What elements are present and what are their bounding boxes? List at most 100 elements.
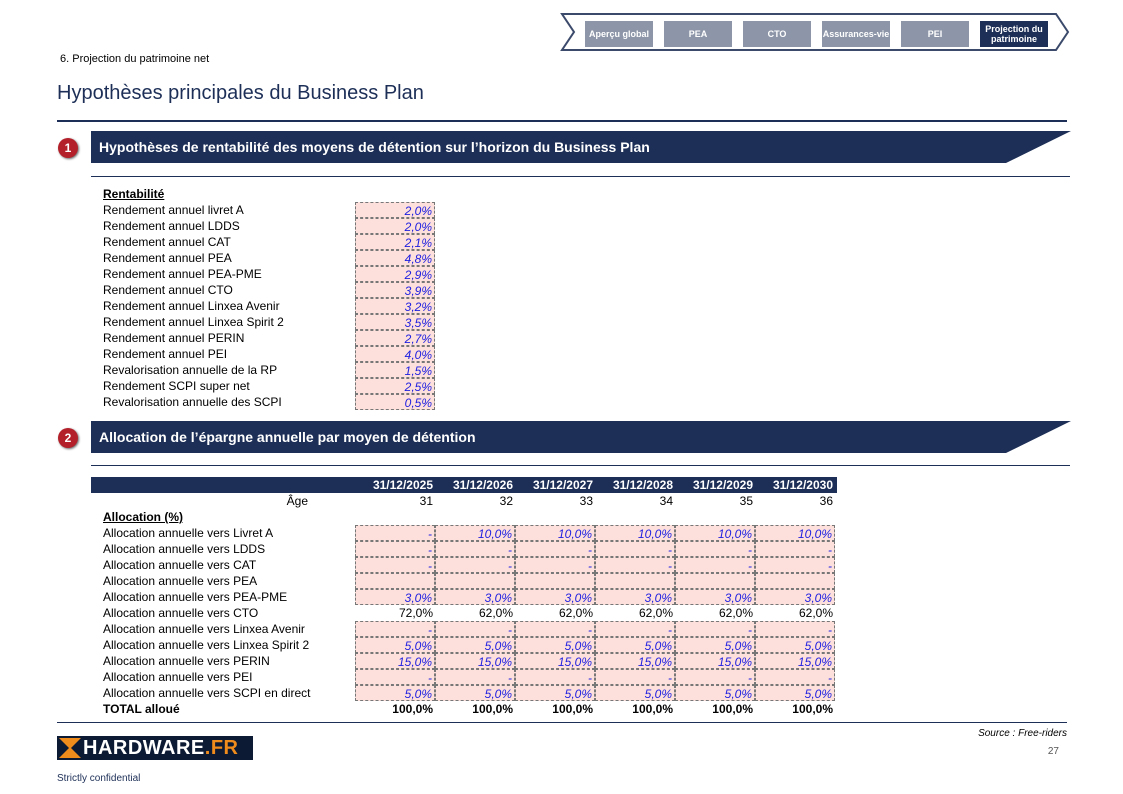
allocation-input[interactable]: -: [755, 541, 835, 557]
nav-tab[interactable]: PEI: [901, 21, 969, 47]
total-value: 100,0%: [792, 702, 833, 716]
column-date: 31/12/2025: [372, 478, 433, 492]
rentabilite-value-input[interactable]: 2,0%: [355, 202, 435, 218]
allocation-input[interactable]: 5,0%: [435, 637, 515, 653]
allocation-row-label: Allocation annuelle vers Linxea Spirit 2: [103, 638, 310, 652]
allocation-input[interactable]: 3,0%: [435, 589, 515, 605]
rentabilite-value-input[interactable]: 2,5%: [355, 378, 435, 394]
section-1-badge: 1: [58, 138, 78, 158]
rentabilite-value-input[interactable]: 3,5%: [355, 314, 435, 330]
allocation-input[interactable]: -: [435, 621, 515, 637]
allocation-input[interactable]: 10,0%: [435, 525, 515, 541]
allocation-value: 62,0%: [718, 606, 753, 620]
allocation-input[interactable]: -: [355, 525, 435, 541]
rentabilite-label: Rendement annuel PEA: [103, 251, 232, 265]
nav-tab[interactable]: Aperçu global: [585, 21, 653, 47]
allocation-input[interactable]: -: [515, 669, 595, 685]
allocation-input[interactable]: -: [355, 541, 435, 557]
allocation-input[interactable]: 5,0%: [355, 685, 435, 701]
allocation-input[interactable]: -: [675, 541, 755, 557]
allocation-input[interactable]: -: [595, 557, 675, 573]
allocation-input[interactable]: 3,0%: [355, 589, 435, 605]
rentabilite-label: Rendement annuel livret A: [103, 203, 244, 217]
allocation-input[interactable]: -: [595, 541, 675, 557]
allocation-input[interactable]: 5,0%: [435, 685, 515, 701]
rentabilite-value-input[interactable]: 3,9%: [355, 282, 435, 298]
rentabilite-value-input[interactable]: 2,9%: [355, 266, 435, 282]
allocation-input[interactable]: 5,0%: [595, 685, 675, 701]
allocation-input[interactable]: -: [355, 557, 435, 573]
nav-tab[interactable]: CTO: [743, 21, 811, 47]
allocation-input[interactable]: 5,0%: [675, 637, 755, 653]
logo-mark-icon: [59, 738, 81, 758]
allocation-input[interactable]: 5,0%: [595, 637, 675, 653]
column-date: 31/12/2028: [612, 478, 673, 492]
total-label: TOTAL alloué: [103, 702, 180, 716]
allocation-input[interactable]: 5,0%: [755, 685, 835, 701]
allocation-input[interactable]: 15,0%: [675, 653, 755, 669]
allocation-input[interactable]: [355, 573, 435, 589]
allocation-header-bar: [91, 477, 837, 493]
allocation-input[interactable]: [435, 573, 515, 589]
rentabilite-value-input[interactable]: 3,2%: [355, 298, 435, 314]
allocation-input[interactable]: -: [355, 621, 435, 637]
allocation-input[interactable]: -: [435, 541, 515, 557]
allocation-input[interactable]: 3,0%: [515, 589, 595, 605]
rentabilite-value-input[interactable]: 4,0%: [355, 346, 435, 362]
allocation-input[interactable]: 10,0%: [675, 525, 755, 541]
allocation-input[interactable]: 15,0%: [355, 653, 435, 669]
allocation-input[interactable]: -: [595, 669, 675, 685]
allocation-input[interactable]: -: [595, 621, 675, 637]
allocation-input[interactable]: 5,0%: [355, 637, 435, 653]
allocation-input[interactable]: 10,0%: [595, 525, 675, 541]
age-label: Âge: [286, 494, 308, 508]
nav-tab[interactable]: PEA: [664, 21, 732, 47]
allocation-input[interactable]: 5,0%: [515, 637, 595, 653]
allocation-input[interactable]: 15,0%: [595, 653, 675, 669]
allocation-input[interactable]: -: [755, 557, 835, 573]
rentabilite-label: Rendement SCPI super net: [103, 379, 250, 393]
rentabilite-value-input[interactable]: 0,5%: [355, 394, 435, 410]
allocation-input[interactable]: 3,0%: [755, 589, 835, 605]
rentabilite-label: Rendement annuel CAT: [103, 235, 231, 249]
allocation-input[interactable]: 5,0%: [755, 637, 835, 653]
allocation-input[interactable]: -: [755, 669, 835, 685]
allocation-input[interactable]: [515, 573, 595, 589]
allocation-input[interactable]: 5,0%: [515, 685, 595, 701]
allocation-input[interactable]: 3,0%: [595, 589, 675, 605]
allocation-input[interactable]: -: [755, 621, 835, 637]
allocation-value: 72,0%: [398, 606, 433, 620]
allocation-input[interactable]: 10,0%: [515, 525, 595, 541]
allocation-row-label: Allocation annuelle vers Livret A: [103, 526, 274, 540]
rentabilite-value-input[interactable]: 2,0%: [355, 218, 435, 234]
allocation-input[interactable]: -: [675, 669, 755, 685]
allocation-input[interactable]: [675, 573, 755, 589]
allocation-input[interactable]: -: [515, 541, 595, 557]
rentabilite-label: Revalorisation annuelle des SCPI: [103, 395, 282, 409]
age-value: 31: [419, 494, 433, 508]
rentabilite-value-input[interactable]: 2,7%: [355, 330, 435, 346]
allocation-input[interactable]: -: [675, 557, 755, 573]
age-value: 36: [819, 494, 833, 508]
nav-tab[interactable]: Assurances-vie: [822, 21, 890, 47]
confidential-note: Strictly confidential: [57, 773, 141, 784]
nav-tab[interactable]: Projection du patrimoine: [980, 21, 1048, 47]
rentabilite-value-input[interactable]: 4,8%: [355, 250, 435, 266]
total-value: 100,0%: [472, 702, 513, 716]
allocation-input[interactable]: 15,0%: [515, 653, 595, 669]
allocation-input[interactable]: -: [355, 669, 435, 685]
allocation-input[interactable]: 15,0%: [755, 653, 835, 669]
allocation-input[interactable]: [595, 573, 675, 589]
allocation-input[interactable]: -: [435, 669, 515, 685]
allocation-input[interactable]: -: [675, 621, 755, 637]
allocation-input[interactable]: -: [435, 557, 515, 573]
allocation-input[interactable]: 5,0%: [675, 685, 755, 701]
rentabilite-value-input[interactable]: 1,5%: [355, 362, 435, 378]
rentabilite-value-input[interactable]: 2,1%: [355, 234, 435, 250]
allocation-input[interactable]: [755, 573, 835, 589]
allocation-input[interactable]: 10,0%: [755, 525, 835, 541]
allocation-input[interactable]: 3,0%: [675, 589, 755, 605]
allocation-input[interactable]: -: [515, 621, 595, 637]
allocation-input[interactable]: 15,0%: [435, 653, 515, 669]
allocation-input[interactable]: -: [515, 557, 595, 573]
